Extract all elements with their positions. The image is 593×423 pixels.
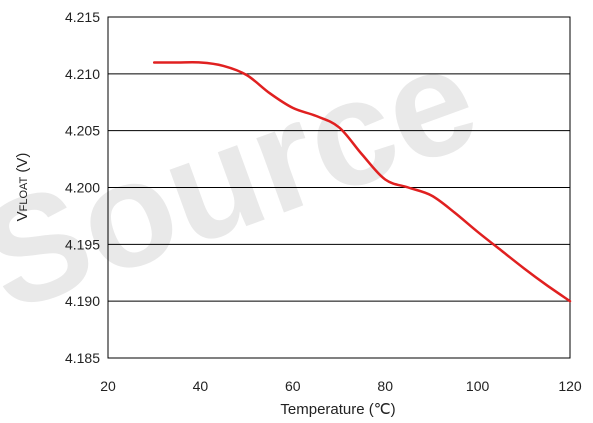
x-tick-label: 20 xyxy=(100,378,116,394)
y-axis-title: VFLOAT (V) xyxy=(14,153,31,222)
x-tick-label: 60 xyxy=(285,378,301,394)
y-tick-label: 4.185 xyxy=(65,350,100,366)
y-tick-label: 4.215 xyxy=(65,9,100,25)
x-tick-label: 120 xyxy=(558,378,582,394)
x-tick-label: 40 xyxy=(193,378,209,394)
x-tick-label: 80 xyxy=(377,378,393,394)
y-tick-label: 4.210 xyxy=(65,66,100,82)
y-axis-title-main: V xyxy=(14,211,31,221)
y-tick-label: 4.205 xyxy=(65,123,100,139)
x-axis-title: Temperature (℃) xyxy=(280,401,395,418)
gridlines xyxy=(108,73,570,302)
y-tick-label: 4.195 xyxy=(65,236,100,252)
x-axis-ticks: 20 40 60 80 100 120 xyxy=(100,378,582,394)
series-line-vfloat xyxy=(152,60,572,303)
y-tick-label: 4.190 xyxy=(65,293,100,309)
y-axis-title-subscript: FLOAT xyxy=(18,176,30,211)
x-tick-label: 100 xyxy=(466,378,490,394)
y-axis-title-unit: (V) xyxy=(14,153,31,177)
y-axis-ticks: 4.185 4.190 4.195 4.200 4.205 4.210 4.215 xyxy=(65,9,100,366)
plot-frame xyxy=(107,16,571,359)
y-tick-label: 4.200 xyxy=(65,180,100,196)
